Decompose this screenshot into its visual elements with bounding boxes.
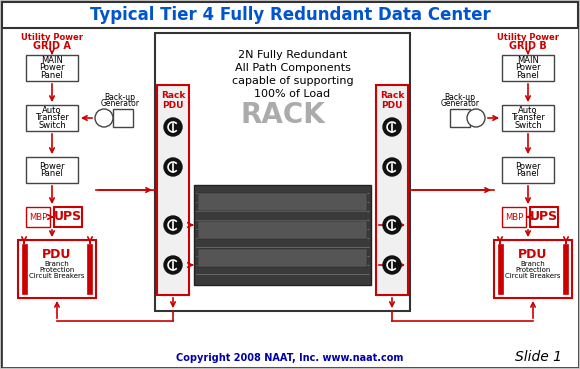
FancyBboxPatch shape <box>502 55 554 81</box>
Text: PDU: PDU <box>162 100 184 110</box>
FancyBboxPatch shape <box>530 207 558 227</box>
Text: Generator: Generator <box>100 100 140 108</box>
Circle shape <box>164 216 182 234</box>
Text: PDU: PDU <box>42 248 72 261</box>
Text: 100% of Load: 100% of Load <box>255 89 331 99</box>
Text: GRID A: GRID A <box>33 41 71 51</box>
FancyBboxPatch shape <box>2 2 578 28</box>
Text: MAIN: MAIN <box>517 56 539 65</box>
FancyBboxPatch shape <box>26 207 50 227</box>
Circle shape <box>383 256 401 274</box>
Circle shape <box>164 118 182 136</box>
FancyBboxPatch shape <box>502 105 554 131</box>
Text: UPS: UPS <box>530 210 558 224</box>
Text: Panel: Panel <box>517 71 539 80</box>
Circle shape <box>95 109 113 127</box>
Text: Back-up: Back-up <box>444 93 476 101</box>
Text: MBP: MBP <box>505 213 523 221</box>
Text: Circuit Breakers: Circuit Breakers <box>29 273 85 279</box>
Circle shape <box>467 109 485 127</box>
Text: Branch: Branch <box>45 261 70 266</box>
Text: Transfer: Transfer <box>511 114 545 123</box>
FancyBboxPatch shape <box>26 55 78 81</box>
Text: Rack: Rack <box>380 92 404 100</box>
FancyBboxPatch shape <box>194 185 371 285</box>
FancyBboxPatch shape <box>2 28 578 367</box>
Text: Power: Power <box>39 63 65 72</box>
FancyBboxPatch shape <box>198 249 367 267</box>
Text: Transfer: Transfer <box>35 114 69 123</box>
FancyBboxPatch shape <box>376 85 408 295</box>
FancyBboxPatch shape <box>113 109 133 127</box>
FancyBboxPatch shape <box>87 244 92 294</box>
Text: Utility Power: Utility Power <box>21 34 83 42</box>
Text: Power: Power <box>515 162 541 170</box>
Text: PDU: PDU <box>519 248 548 261</box>
Text: Back-up: Back-up <box>104 93 136 101</box>
Text: Utility Power: Utility Power <box>497 34 559 42</box>
FancyBboxPatch shape <box>18 240 96 298</box>
Text: Panel: Panel <box>41 71 63 80</box>
Text: All Path Components: All Path Components <box>234 63 350 73</box>
Text: GRID B: GRID B <box>509 41 547 51</box>
Text: capable of supporting: capable of supporting <box>231 76 353 86</box>
Text: Protection: Protection <box>515 267 550 273</box>
Text: UPS: UPS <box>54 210 82 224</box>
Text: PDU: PDU <box>381 100 403 110</box>
Text: MAIN: MAIN <box>41 56 63 65</box>
Text: Auto: Auto <box>42 106 61 115</box>
Text: Branch: Branch <box>521 261 545 266</box>
Text: Auto: Auto <box>519 106 538 115</box>
Text: 2N Fully Redundant: 2N Fully Redundant <box>238 50 347 60</box>
Circle shape <box>383 118 401 136</box>
Text: Protection: Protection <box>39 267 75 273</box>
Text: Copyright 2008 NAAT, Inc. www.naat.com: Copyright 2008 NAAT, Inc. www.naat.com <box>176 353 404 363</box>
FancyBboxPatch shape <box>498 244 503 294</box>
Circle shape <box>383 216 401 234</box>
FancyBboxPatch shape <box>494 240 572 298</box>
Text: MBP: MBP <box>29 213 47 221</box>
FancyBboxPatch shape <box>26 157 78 183</box>
Circle shape <box>164 256 182 274</box>
FancyBboxPatch shape <box>450 109 470 127</box>
FancyBboxPatch shape <box>198 193 367 211</box>
Text: Switch: Switch <box>38 121 66 130</box>
FancyBboxPatch shape <box>54 207 82 227</box>
Text: Typical Tier 4 Fully Redundant Data Center: Typical Tier 4 Fully Redundant Data Cent… <box>90 6 490 24</box>
Text: Panel: Panel <box>41 169 63 178</box>
FancyBboxPatch shape <box>26 105 78 131</box>
FancyBboxPatch shape <box>502 157 554 183</box>
FancyBboxPatch shape <box>198 221 367 239</box>
FancyBboxPatch shape <box>502 207 526 227</box>
Text: Circuit Breakers: Circuit Breakers <box>505 273 561 279</box>
Circle shape <box>164 158 182 176</box>
FancyBboxPatch shape <box>157 85 189 295</box>
Text: Slide 1: Slide 1 <box>515 350 562 364</box>
Text: Rack: Rack <box>161 92 185 100</box>
Text: Generator: Generator <box>440 100 480 108</box>
Circle shape <box>383 158 401 176</box>
Text: Power: Power <box>39 162 65 170</box>
Text: RACK: RACK <box>240 101 325 129</box>
Text: Panel: Panel <box>517 169 539 178</box>
FancyBboxPatch shape <box>563 244 568 294</box>
Text: Power: Power <box>515 63 541 72</box>
Text: Switch: Switch <box>514 121 542 130</box>
FancyBboxPatch shape <box>155 33 410 311</box>
FancyBboxPatch shape <box>22 244 27 294</box>
